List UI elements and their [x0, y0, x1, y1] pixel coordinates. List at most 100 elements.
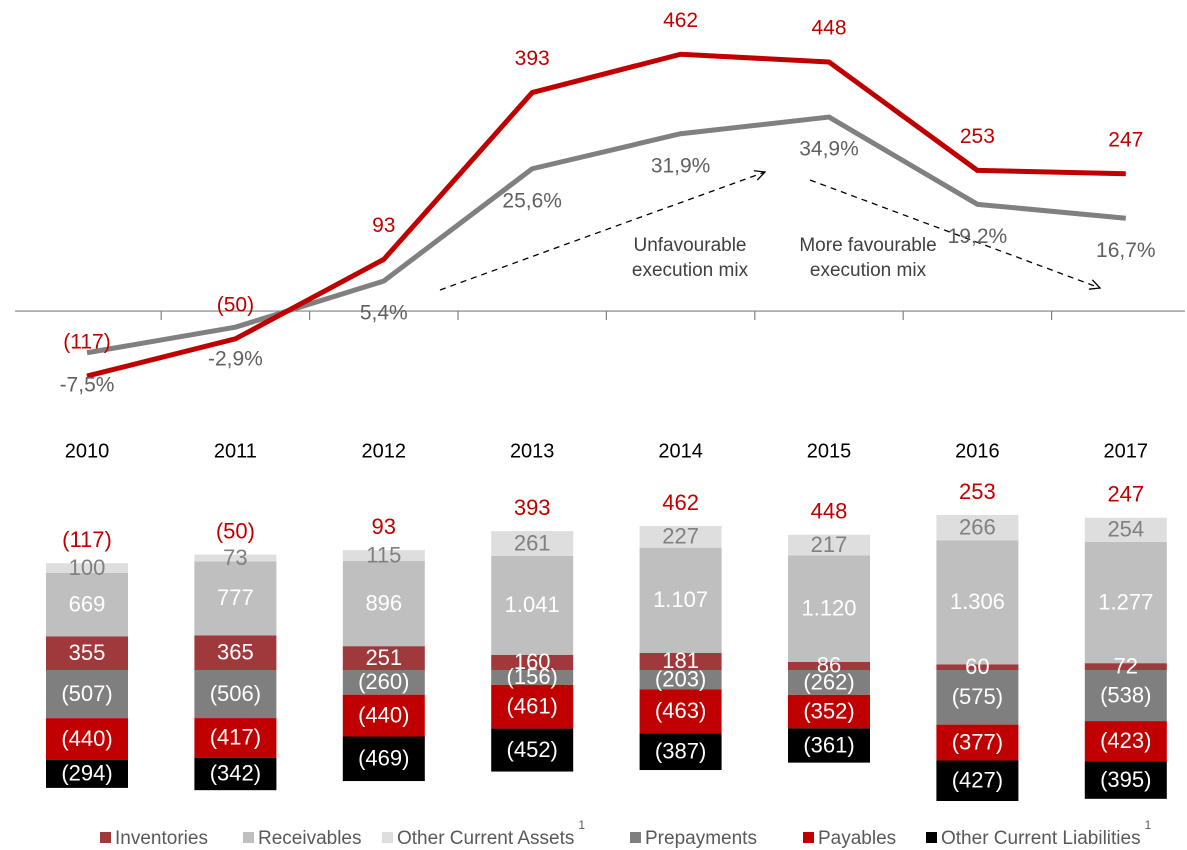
data-label: (294) — [61, 761, 112, 786]
bar-segment — [936, 724, 1019, 761]
total-label: (117) — [62, 527, 112, 552]
bar-segment — [1084, 663, 1167, 670]
data-label: (469) — [358, 746, 409, 771]
bar-segment — [1084, 761, 1167, 799]
data-label: 34,9% — [799, 138, 859, 161]
data-label: (361) — [803, 732, 854, 757]
bar-segment — [936, 670, 1019, 725]
data-label: (260) — [358, 669, 409, 694]
bar-segment — [46, 572, 128, 637]
bar-segment — [46, 670, 128, 719]
bar-segment — [639, 652, 722, 670]
legend-swatch — [100, 832, 111, 843]
bar-segment — [788, 728, 870, 763]
bar-segment — [936, 540, 1019, 665]
legend-label: Other Current Assets — [397, 828, 574, 849]
data-label: 253 — [960, 125, 995, 148]
data-label: (538) — [1100, 682, 1151, 707]
line-series — [86, 114, 1127, 356]
data-label: (417) — [210, 725, 261, 750]
data-label: 365 — [217, 639, 254, 664]
bar-segment — [639, 733, 722, 771]
arrow — [439, 172, 765, 291]
data-label: 669 — [69, 591, 106, 616]
bar-segment — [46, 636, 128, 670]
data-label: (506) — [210, 681, 261, 706]
data-label: (423) — [1100, 728, 1151, 753]
data-label: 100 — [69, 555, 106, 580]
data-label: 462 — [663, 9, 698, 32]
bar-segment — [194, 718, 277, 758]
x-tick-label: 2010 — [65, 440, 110, 462]
bar-segment — [342, 646, 425, 670]
data-label: 160 — [514, 649, 551, 674]
total-label: 448 — [811, 499, 848, 524]
data-label: (387) — [655, 738, 706, 763]
x-tick-label: 2016 — [955, 440, 1000, 462]
bar-segment — [639, 526, 722, 548]
data-label: (427) — [952, 768, 1003, 793]
bar-segment — [46, 718, 128, 760]
bar-segment — [1084, 517, 1167, 542]
bar-segment — [194, 554, 277, 562]
bar-segment — [788, 661, 870, 670]
legend-label: Other Current Liabilities — [941, 828, 1141, 849]
legend-swatch — [803, 832, 814, 843]
data-label: 227 — [662, 524, 699, 549]
bar-segment — [788, 694, 870, 729]
total-label: 462 — [662, 490, 699, 515]
total-label: (50) — [216, 518, 255, 543]
legend-note: 1 — [1145, 818, 1152, 832]
data-label: (463) — [655, 698, 706, 723]
data-label: 266 — [959, 514, 996, 539]
annotation: Unfavourable — [633, 235, 746, 256]
data-label: (575) — [952, 684, 1003, 709]
data-label: 181 — [662, 648, 699, 673]
bar-segment — [788, 670, 870, 695]
legend-label: Prepayments — [645, 828, 757, 849]
legend-swatch — [243, 832, 254, 843]
data-label: 16,7% — [1096, 239, 1156, 262]
bar-segment — [194, 561, 277, 636]
arrow — [809, 179, 1100, 288]
data-label: 31,9% — [651, 154, 711, 177]
bar-segment — [491, 555, 574, 655]
legend-label: Payables — [818, 828, 896, 849]
legend-label: Inventories — [115, 828, 208, 849]
data-label: 1.120 — [801, 595, 856, 620]
data-label: 19,2% — [948, 225, 1008, 248]
bar-segment — [491, 654, 574, 670]
bar-segment — [788, 555, 870, 662]
bar-segment — [342, 670, 425, 695]
data-label: 251 — [365, 645, 402, 670]
data-label: 1.306 — [950, 589, 1005, 614]
data-label: (440) — [358, 702, 409, 727]
data-label: (342) — [210, 761, 261, 786]
bar-segment — [342, 694, 425, 737]
total-label: 93 — [372, 514, 396, 539]
data-label: 254 — [1107, 517, 1144, 542]
bar-segment — [491, 728, 574, 772]
data-label: (377) — [952, 729, 1003, 754]
bar-segment — [194, 670, 277, 719]
data-label: 261 — [514, 530, 551, 555]
x-tick-label: 2015 — [807, 440, 852, 462]
bar-segment — [936, 760, 1019, 802]
data-label: (262) — [803, 669, 854, 694]
data-label: 896 — [365, 590, 402, 615]
legend-swatch — [926, 832, 937, 843]
bar-segment — [342, 736, 425, 782]
data-label: (50) — [217, 293, 254, 316]
bar-segment — [342, 561, 425, 647]
data-label: 72 — [1114, 653, 1138, 678]
bar-segment — [46, 759, 128, 788]
data-label: -7,5% — [60, 373, 115, 396]
data-label: 60 — [965, 654, 989, 679]
legend-label: Receivables — [258, 828, 362, 849]
data-label: 25,6% — [502, 189, 562, 212]
bar-segment — [639, 547, 722, 653]
data-label: (440) — [61, 726, 112, 751]
line-series — [86, 51, 1126, 379]
data-label: (117) — [63, 331, 110, 354]
legend-swatch — [382, 832, 393, 843]
